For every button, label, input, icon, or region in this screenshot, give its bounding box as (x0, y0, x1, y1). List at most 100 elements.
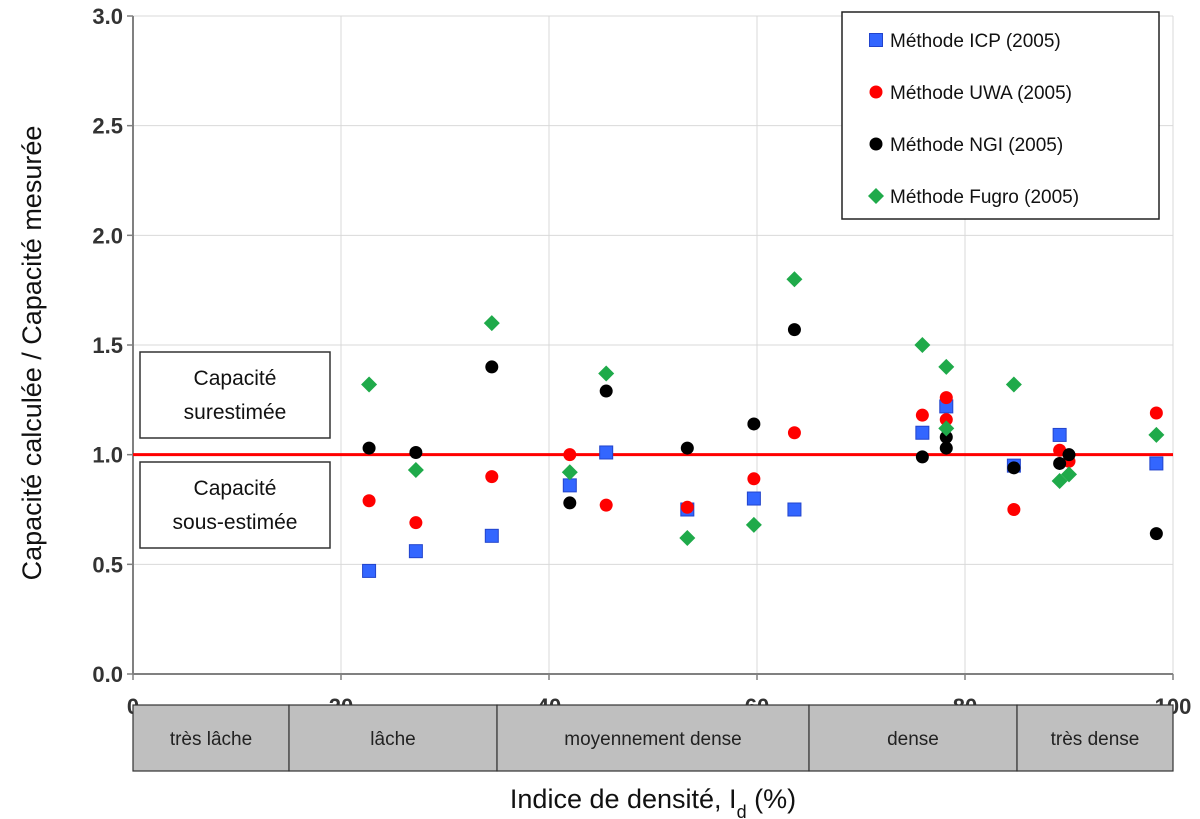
data-point (787, 502, 802, 517)
density-category-cell: dense (808, 704, 1018, 772)
data-point (915, 450, 929, 464)
data-point (679, 530, 696, 547)
y-tick-label: 2.0 (92, 223, 123, 248)
y-tick-label: 1.0 (92, 443, 123, 468)
data-point (939, 441, 953, 455)
annotation-box: Capacité surestimée (139, 351, 331, 439)
annotation-text: Capacité (194, 477, 277, 500)
y-tick-label: 0.0 (92, 662, 123, 687)
annotation-text: sous-estimée (173, 511, 298, 534)
data-point (1149, 527, 1163, 541)
data-point (939, 430, 953, 444)
x-axis-label-suffix: (%) (747, 784, 797, 814)
data-point (409, 445, 423, 459)
data-point (361, 376, 378, 393)
data-point (1007, 503, 1021, 516)
data-point (747, 417, 761, 431)
data-point (1061, 466, 1077, 483)
legend-entry: Méthode Fugro (2005) (868, 187, 1079, 208)
data-point (1007, 461, 1021, 475)
data-point (483, 315, 500, 332)
x-axis-label-subscript: d (737, 802, 747, 819)
legend-entry: Méthode NGI (2005) (869, 135, 1063, 156)
annotation-text: Capacité (194, 367, 277, 390)
data-point (747, 472, 761, 486)
data-point (563, 448, 577, 462)
legend-entry: Méthode UWA (2005) (869, 83, 1072, 104)
data-point (746, 491, 761, 506)
data-point (1052, 427, 1067, 442)
density-category-cell: lâche (288, 704, 498, 772)
annotation-box: Capacité sous-estimée (139, 461, 331, 549)
data-point (1005, 376, 1022, 393)
density-category-label: très dense (1051, 729, 1140, 750)
data-point (1148, 426, 1165, 443)
data-point (408, 544, 423, 559)
data-point (938, 420, 955, 437)
data-point (1053, 456, 1067, 470)
data-point (485, 360, 499, 374)
legend-entry: Méthode ICP (2005) (869, 31, 1061, 52)
density-category-cell: très lâche (132, 704, 290, 772)
data-point (745, 516, 762, 533)
data-point (786, 271, 803, 288)
data-point (939, 391, 953, 405)
density-category-box (1016, 704, 1174, 772)
density-category-box (496, 704, 810, 772)
data-point (938, 358, 955, 375)
data-point (563, 496, 577, 510)
x-axis-label-main: Indice de densité, I (510, 784, 737, 814)
legend-label: Méthode Fugro (2005) (890, 187, 1079, 208)
data-point (599, 445, 614, 460)
legend-label: Méthode UWA (2005) (890, 83, 1072, 104)
y-tick-label: 0.5 (92, 552, 123, 577)
data-point (362, 441, 376, 455)
axis-labels: Indice de densité, Id (%) Capacité calcul… (17, 126, 796, 819)
legend-swatch (869, 85, 883, 99)
density-category-label: dense (887, 729, 939, 750)
density-category-box (132, 704, 290, 772)
data-point (599, 498, 613, 512)
series-m-thode-fugro-2005 (361, 271, 1165, 547)
data-point (915, 408, 929, 422)
series-m-thode-ngi-2005 (362, 323, 1163, 541)
data-point (485, 470, 499, 484)
data-point (362, 494, 376, 508)
annotation-frame (139, 461, 331, 549)
y-axis-label: Capacité calculée / Capacité mesurée (17, 126, 47, 581)
data-point (680, 441, 694, 455)
data-point (1149, 406, 1163, 420)
density-category-band: très lâche lâche moyennement dense dense trè… (132, 704, 1174, 772)
density-category-cell: moyennement dense (496, 704, 810, 772)
x-axis-label: Indice de densité, Id (%) (510, 784, 796, 819)
legend-swatch (869, 137, 883, 151)
legend-frame (841, 11, 1160, 220)
data-point (599, 384, 613, 398)
annotation-layer: Capacité surestimée Capacité sous-estimée (139, 351, 331, 549)
y-tick-label: 2.5 (92, 114, 123, 139)
data-point (680, 500, 694, 514)
legend-swatch (869, 33, 883, 47)
density-category-label: très lâche (170, 729, 252, 750)
y-tick-label: 1.5 (92, 333, 123, 358)
density-category-label: moyennement dense (564, 729, 741, 750)
data-point (409, 516, 423, 530)
data-point (484, 528, 499, 543)
annotation-text: surestimée (184, 401, 287, 424)
density-category-label: lâche (370, 729, 415, 750)
data-point (1062, 448, 1076, 462)
data-point (362, 563, 377, 578)
data-points-layer (361, 271, 1165, 578)
data-point (562, 478, 577, 493)
legend-label: Méthode NGI (2005) (890, 135, 1063, 156)
data-point (598, 365, 615, 382)
data-point (939, 413, 953, 427)
data-point (787, 323, 801, 337)
y-tick-label: 3.0 (92, 4, 123, 29)
annotation-frame (139, 351, 331, 439)
legend-label: Méthode ICP (2005) (890, 31, 1061, 52)
data-point (914, 337, 931, 353)
data-point (1149, 456, 1164, 471)
density-category-box (288, 704, 498, 772)
